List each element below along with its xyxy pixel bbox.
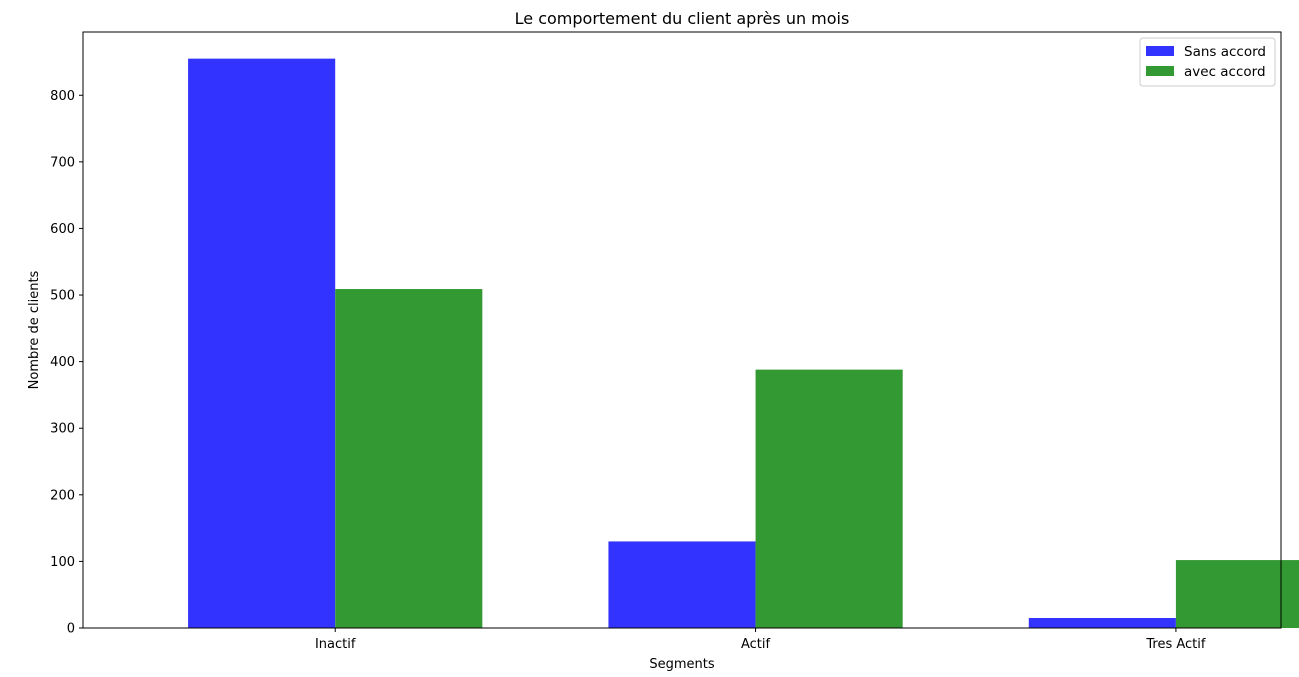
x-tick-label: Actif [741,637,771,652]
y-tick-label: 100 [50,555,75,570]
bar-inactif-series-2 [335,289,483,628]
y-tick-label: 700 [50,155,75,170]
chart-title: Le comportement du client après un mois [515,9,850,28]
bars-group [188,58,1299,629]
bar-tres-actif-series-2 [1175,560,1299,628]
bar-inactif-series-1 [188,58,336,629]
bar-actif-series-1 [608,541,756,628]
y-tick-label: 500 [50,289,75,304]
y-axis-label: Nombre de clients [27,270,42,389]
y-tick-label: 0 [67,622,75,637]
y-tick-label: 200 [50,488,75,503]
y-tick-label: 400 [50,355,75,370]
x-axis: Inactif Actif Tres Actif [315,628,1206,652]
bar-actif-series-2 [755,369,903,628]
legend: Sans accord avec accord [1139,37,1276,87]
legend-swatch-avec-accord [1146,66,1174,76]
y-tick-label: 300 [50,422,75,437]
legend-swatch-sans-accord [1146,46,1174,56]
x-tick-label: Tres Actif [1145,637,1206,652]
y-tick-label: 600 [50,222,75,237]
y-tick-label: 800 [50,89,75,104]
x-axis-label: Segments [649,657,715,672]
bar-tres-actif-series-1 [1028,618,1176,628]
x-tick-label: Inactif [315,637,356,652]
y-axis: 0 100 200 300 400 500 600 700 800 [50,89,83,637]
legend-label-sans-accord: Sans accord [1184,44,1266,60]
plot-frame [82,31,1282,629]
legend-label-avec-accord: avec accord [1184,64,1266,80]
